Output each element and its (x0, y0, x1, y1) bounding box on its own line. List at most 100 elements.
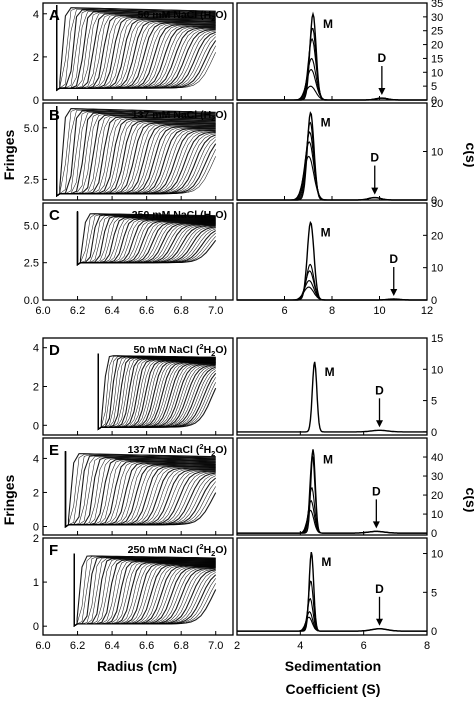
panel-1-0-right-cs-curve (237, 361, 427, 433)
panel-1-1-right-cs-curve (237, 499, 427, 534)
panel-c-scans (76, 211, 217, 266)
panel-f-scan (73, 553, 216, 628)
panel-e-left-ytick-label: 0 (33, 521, 39, 533)
panel-a-scan (56, 5, 216, 91)
panel-b-scan (56, 106, 216, 197)
panel-1-0-right-dimer-label: D (375, 383, 384, 397)
panel-f-scans (73, 553, 217, 628)
panel-c-left-xtick-label: 6.6 (139, 305, 154, 317)
panel-0-1-right-dimer-label: D (370, 151, 379, 165)
panel-a-scan (56, 5, 216, 91)
panel-0-2-right-dimer-label: D (389, 252, 398, 266)
panel-0-2-right-cs-curve (237, 263, 427, 301)
panel-0-0-right-ytick-label: 5 (431, 81, 437, 93)
cs-label-top: c(s) (463, 143, 474, 168)
panel-0-1-right-cs-curve (237, 111, 427, 201)
panel-1-0-right-monomer-label: M (325, 365, 335, 379)
panel-1-0-right-ytick-label: 10 (431, 364, 443, 376)
panel-c-letter: C (49, 207, 60, 224)
panel-c-left-ytick-label: 5.0 (24, 220, 39, 232)
panel-c-left-xtick-label: 6.2 (70, 305, 85, 317)
panel-d-letter: D (49, 342, 60, 359)
panel-b-left-ytick-label: 2.5 (24, 174, 39, 186)
panel-b-scan (56, 106, 216, 197)
panel-b-scans (56, 106, 217, 197)
panel-b-scan (56, 106, 216, 197)
panel-a-condition: 50 mM NaCl (H2O) (138, 9, 227, 23)
panel-d-scan (97, 353, 217, 431)
panel-f-left-ytick-label: 1 (33, 577, 39, 589)
fringes-label-top: Fringes (1, 130, 17, 181)
panel-1-2-right-xtick-label: 2 (234, 640, 240, 652)
panel-b-left-ytick-label: 5.0 (24, 123, 39, 135)
panel-0-1-right-cs-curve (237, 131, 427, 201)
panel-0-0-right-monomer-label: M (323, 17, 333, 31)
plots: 024 A 50 mM NaCl (H2O)2.55.0B 137 mM NaCl (… (24, 0, 444, 652)
panel-1-2-right-distributions (237, 551, 427, 632)
panel-0-1-right-cs-curve (237, 155, 427, 201)
panel-0-0-right-ytick-label: 15 (431, 53, 443, 65)
panel-a-scan (56, 5, 216, 92)
panel-1-1-right-cs-curve (237, 509, 427, 534)
panel-0-2-right-cs-curve (237, 220, 427, 301)
panel-0-0-right-cs-curve (237, 27, 427, 101)
panel-f-left-ytick-label: 0 (33, 621, 39, 633)
panel-1-1-right-cs-curve (237, 453, 427, 534)
panel-c-scan (76, 211, 216, 266)
panel-1-1-right-distributions (237, 449, 427, 534)
panel-f-left-xtick-label: 6.4 (104, 640, 119, 652)
panel-e-condition: 137 mM NaCl (2H2O) (128, 442, 227, 458)
panel-a-left-ytick-label: 2 (33, 52, 39, 64)
panel-0-0-right-cs-curve (237, 68, 427, 101)
panel-f-scan (73, 553, 216, 627)
panel-f-left-xtick-label: 6.8 (174, 640, 189, 652)
panel-1-1-right-dimer-arrow-head (372, 521, 380, 529)
panel-0-2-right-xtick-label: 6 (281, 305, 287, 317)
panel-e-left-ytick-label: 2 (33, 487, 39, 499)
panel-b-scan (56, 106, 216, 197)
panel-a-left-ytick-label: 4 (33, 9, 39, 21)
radius-axis-label: Radius (cm) (97, 658, 177, 674)
sedimentation-axis-label-line1: Sedimentation (285, 658, 381, 674)
panel-1-2-right-monomer-label: M (321, 555, 331, 569)
panel-1-2-right-ytick-label: 0 (431, 626, 437, 638)
panel-f-scan (73, 553, 217, 628)
sedimentation-axis-label-line2: Coefficient (S) (286, 681, 381, 697)
panel-1-0-right-ytick-label: 5 (431, 396, 437, 408)
panel-e-scan (65, 451, 216, 528)
fringes-label-bottom: Fringes (1, 475, 17, 526)
panel-0-0-right-dimer-label: D (378, 51, 387, 65)
panel-0-2-right-frame (236, 202, 428, 301)
panel-0-2-right-distributions (237, 220, 427, 301)
panel-e-scan (64, 451, 216, 528)
panel-1-1-right-ytick-label: 10 (431, 509, 443, 521)
panel-b-left-frame (42, 102, 234, 201)
panel-e-scan (65, 451, 216, 528)
panel-d-left-ytick-label: 0 (33, 420, 39, 432)
panel-1-0-right-frame (236, 337, 428, 436)
panel-1-2-right-cs-curve (237, 616, 427, 632)
panel-1-2-right-xtick-label: 4 (297, 640, 303, 652)
panel-e-letter: E (49, 442, 59, 459)
panel-0-2-right-dimer-arrow-head (390, 289, 398, 297)
panel-1-1-right-ytick-label: 0 (431, 528, 437, 540)
panel-c-scan (76, 211, 216, 266)
panel-0-0-right-cs-curve (237, 57, 427, 101)
panel-f-left-xtick-label: 6.6 (139, 640, 154, 652)
panel-1-1-right-frame (236, 437, 428, 536)
panel-e-scan (64, 451, 217, 528)
panel-0-1-right-dimer-arrow-head (371, 187, 379, 195)
panel-0-0-right-ytick-label: 10 (431, 67, 443, 79)
panel-c-left-xtick-label: 6.4 (104, 305, 119, 317)
panel-c-left-xtick-label: 6.0 (35, 305, 50, 317)
panel-1-1-right-ytick-label: 20 (431, 490, 443, 502)
panel-a-scans (56, 5, 217, 92)
panel-a-scan (56, 5, 216, 92)
panel-b-scan (56, 106, 216, 197)
panel-c-condition: 250 mM NaCl (H2O) (132, 209, 227, 223)
panel-a-left-ytick-label: 0 (33, 95, 39, 107)
panel-d-condition: 50 mM NaCl (2H2O) (133, 342, 227, 358)
panel-a-scan (56, 5, 216, 91)
panel-1-2-right-dimer-label: D (375, 582, 384, 596)
